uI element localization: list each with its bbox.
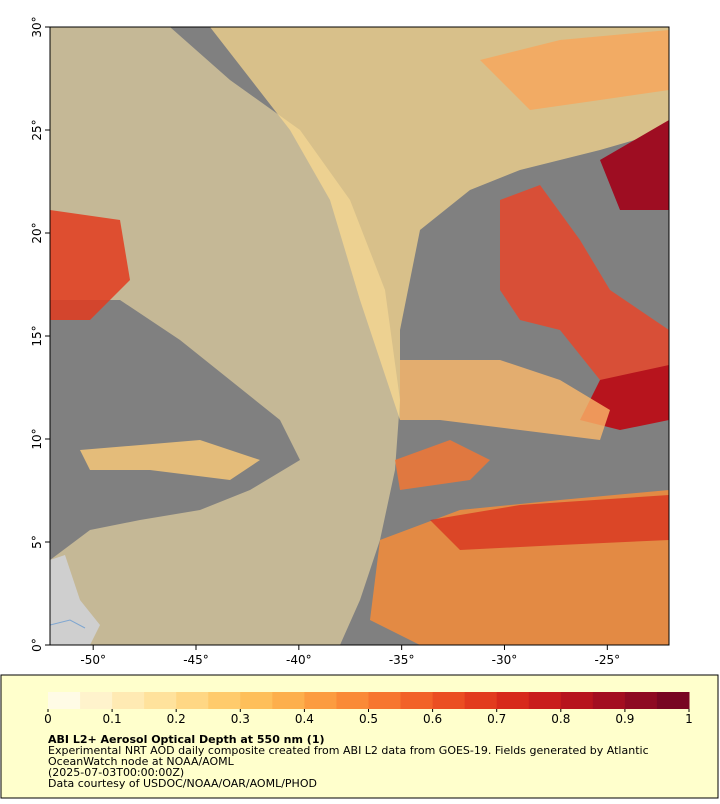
aerosol-patch [600, 120, 669, 210]
colorbar-swatch [336, 692, 369, 709]
x-tick-label: -50° [80, 653, 106, 667]
x-tick-label: -40° [286, 653, 312, 667]
caption-line: Data courtesy of USDOC/NOAA/OAR/AOML/PHO… [48, 777, 317, 790]
x-tick-label: -45° [183, 653, 209, 667]
colorbar-swatch [592, 692, 626, 709]
colorbar-swatch [208, 692, 241, 709]
caption-title: ABI L2+ Aerosol Optical Depth at 550 nm … [48, 733, 325, 746]
colorbar-tick-label: 0.6 [423, 712, 442, 726]
colorbar-swatch [464, 692, 498, 709]
colorbar-swatch [624, 692, 658, 709]
colorbar-swatch [176, 692, 209, 709]
y-tick-label: 0° [30, 638, 44, 652]
y-tick-label: 30° [30, 16, 44, 37]
colorbar-swatch [80, 692, 113, 709]
caption-line: OceanWatch node at NOAA/AOML [48, 755, 235, 768]
aerosol-patch [480, 30, 669, 110]
colorbar-swatch [496, 692, 530, 709]
aerosol-patch [395, 440, 490, 490]
caption-line: (2025-07-03T00:00:00Z) [48, 766, 184, 779]
aerosol-patch [210, 27, 669, 420]
colorbar-swatch [304, 692, 337, 709]
colorbar-tick-label: 0.7 [487, 712, 506, 726]
caption-line: Experimental NRT AOD daily composite cre… [48, 744, 649, 757]
x-tick-label: -25° [595, 653, 621, 667]
colorbar-swatch [272, 692, 305, 709]
colorbar-tick-label: 0.9 [615, 712, 634, 726]
colorbar-swatch [432, 692, 466, 709]
map-canvas [50, 27, 669, 645]
colorbar-tick-label: 0.3 [231, 712, 250, 726]
colorbar-tick-label: 0.4 [295, 712, 314, 726]
y-tick-label: 5° [30, 535, 44, 549]
colorbar-tick-label: 0.2 [167, 712, 186, 726]
colorbar-swatch [560, 692, 594, 709]
colorbar-swatch [400, 692, 434, 709]
aerosol-patch [50, 27, 400, 645]
aerosol-patch [50, 210, 130, 320]
y-tick-label: 10° [30, 428, 44, 449]
x-tick-label: -35° [389, 653, 415, 667]
axes: -50° -45° -40° -35° -30° -25° 0° 5° 10° 15° 20° 25°… [30, 16, 620, 667]
y-tick-label: 20° [30, 222, 44, 243]
colorbar-swatch [144, 692, 177, 709]
aerosol-patch [80, 440, 260, 480]
colorbar-swatch [48, 692, 81, 709]
colorbar-swatch [112, 692, 145, 709]
aerosol-patch [400, 360, 610, 440]
land [50, 555, 100, 645]
y-tick-label: 15° [30, 325, 44, 346]
colorbar-swatch [240, 692, 273, 709]
colorbar-tick-label: 1 [685, 712, 693, 726]
colorbar: 0 0.1 0.2 0.3 0.4 0.5 0.6 0.7 0.8 0.9 1 [44, 692, 693, 726]
aerosol-patch [430, 495, 669, 550]
colorbar-swatch [368, 692, 402, 709]
river [50, 619, 86, 629]
colorbar-swatch [528, 692, 562, 709]
colorbar-swatch [656, 692, 690, 709]
colorbar-tick-label: 0.5 [359, 712, 378, 726]
colorbar-tick-label: 0.8 [551, 712, 570, 726]
colorbar-tick-label: 0.1 [103, 712, 122, 726]
colorbar-tick-label: 0 [44, 712, 52, 726]
x-tick-label: -30° [492, 653, 518, 667]
aerosol-patch [500, 185, 669, 400]
y-tick-label: 25° [30, 119, 44, 140]
